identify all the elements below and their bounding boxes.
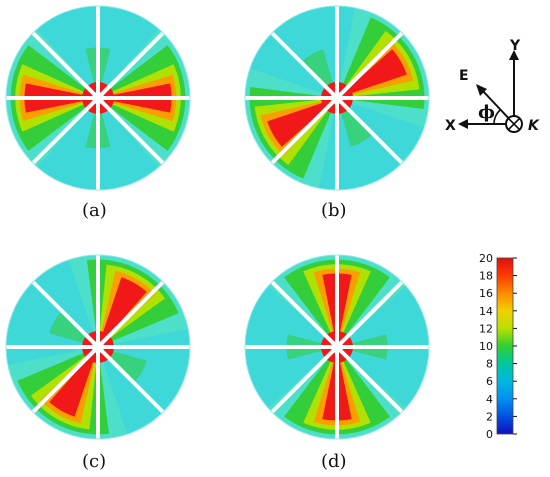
e-vector-label: E [459,68,469,84]
panel-d-field-map [244,254,430,440]
colorbar-tick-label: 6 [486,375,493,388]
phi-arc [493,109,501,125]
center-hole [92,341,104,353]
k-label: K [528,118,540,134]
colorbar-tick-label: 0 [486,428,493,441]
panel-c-field-map [5,254,191,440]
center-hole [92,92,104,104]
panel-label-a: (a) [82,200,107,221]
colorbar-tick-label: 12 [479,322,493,335]
colorbar-tick-label: 20 [479,252,493,265]
colorbar-tick-label: 18 [479,270,493,283]
x-axis-label: X [445,118,456,134]
colorbar-tick-label: 8 [486,358,493,371]
panel-label-b: (b) [321,200,347,221]
y-axis-label: Y [509,38,521,54]
center-hole [331,92,343,104]
panel-label-c: (c) [82,451,107,472]
panel-b-field-map [244,5,430,191]
colorbar [496,257,514,435]
y-arrowhead [509,50,519,60]
colorbar-tick-label: 10 [479,340,493,353]
colorbar-tick-label: 4 [486,393,493,406]
colorbar-tick-label: 14 [479,305,493,318]
center-hole [331,341,343,353]
panel-a-field-map [5,5,191,191]
colorbar-tick-label: 16 [479,287,493,300]
colorbar-tick-label: 2 [486,410,493,423]
e-arrowhead [476,84,487,96]
phi-label: ϕ [478,102,495,123]
panel-label-d: (d) [321,451,347,472]
x-arrowhead [458,119,468,129]
coordinate-system-diagram [458,50,523,133]
